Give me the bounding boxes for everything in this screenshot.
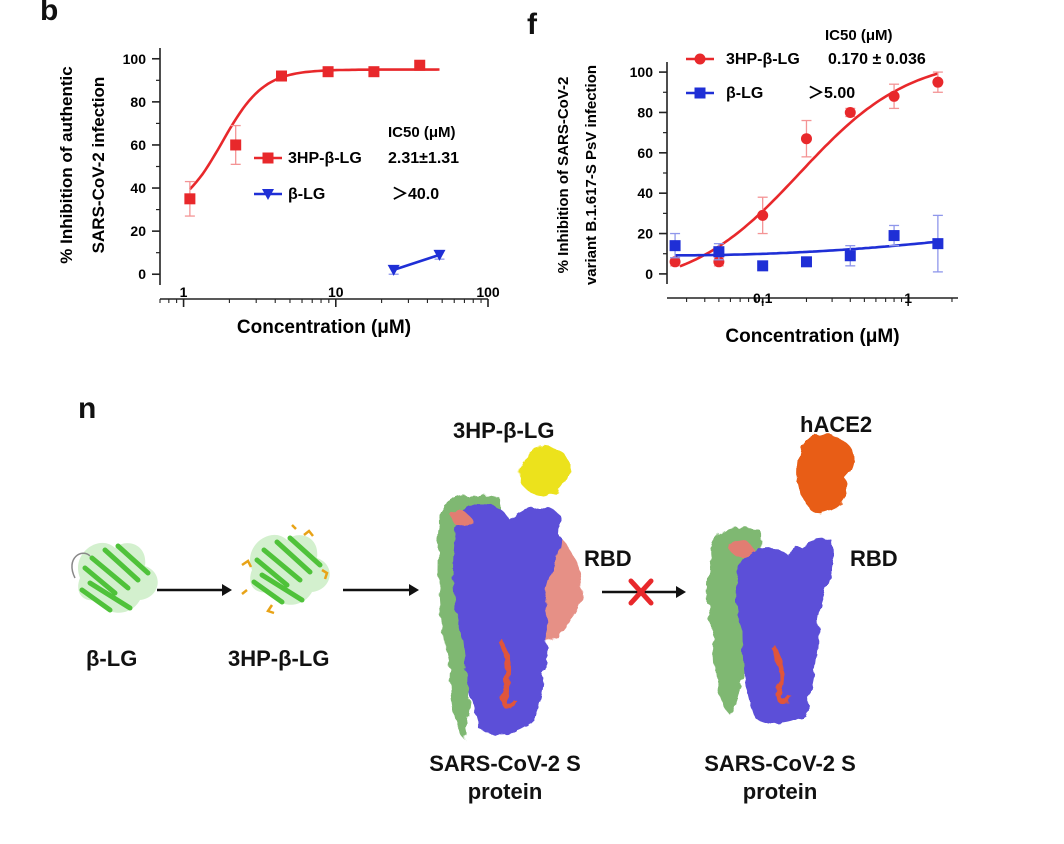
label-spike-1-line1: SARS-CoV-2 S [429,751,581,776]
y-tick-label: 100 [123,51,147,67]
arrow-2 [343,584,419,596]
data-point [888,90,900,102]
data-point [757,260,769,272]
blg-protein-loop [71,552,91,579]
arrow-1 [157,584,232,596]
data-point [713,246,725,258]
data-point [669,240,681,252]
panel-label-f: f [527,8,537,41]
label-hace2: hACE2 [800,412,873,437]
y-tick-label: 80 [130,94,146,110]
y-tick-label: 0 [138,266,146,282]
y-tick-label: 0 [645,266,653,282]
x-tick-label: 100 [476,284,500,300]
data-point [322,66,334,78]
data-point [800,133,812,145]
legend-ic50: ＞5.00 [808,85,855,102]
x-tick-label: 10 [328,284,344,300]
legend-header: IC50 (μM) [388,124,456,141]
data-point [368,66,380,78]
label-spike-1: SARS-CoV-2 S protein [405,750,605,806]
legend-marker [262,189,274,200]
y-tick-label: 40 [130,180,146,196]
series-0 [184,59,440,217]
data-point [713,256,725,268]
data-point [888,230,900,242]
y-tick-label: 100 [630,64,654,80]
legend-label: 3HP-β-LG [288,150,362,167]
data-point [844,106,856,118]
x-tick-label: 0.1 [753,290,773,306]
x-axis-label: Concentration (μM) [725,326,899,347]
data-point [757,209,769,221]
data-point [276,70,288,82]
y-axis-label-line: SARS-CoV-2 infection [89,77,108,254]
data-point [414,59,426,71]
y-axis-label-line: % Inhibition of SARS-CoV-2 [555,77,572,274]
x-tick-label: 1 [180,284,188,300]
data-point [844,250,856,262]
data-point [230,139,242,151]
block-x-icon [628,578,654,606]
data-point [932,76,944,88]
legend-header: IC50 (μM) [825,27,893,44]
y-tick-label: 20 [637,226,653,242]
legend-label: β-LG [726,85,763,102]
label-3hp-blg-top: 3HP-β-LG [453,418,555,443]
y-tick-label: 80 [637,104,653,120]
label-spike-2-line1: SARS-CoV-2 S [704,751,856,776]
x-tick-label: 1 [904,290,912,306]
connect-line [393,253,440,272]
y-tick-label: 60 [637,145,653,161]
legend-ic50: 0.170 ± 0.036 [828,51,926,68]
hp-blg-protein-strands [251,535,323,605]
y-tick-label: 40 [637,185,653,201]
chart-b: 0 20 40 60 80 100 1 10 100 Concentration (μM) % In… [57,48,500,338]
spike-protein-1 [438,446,583,740]
label-3hp-blg: 3HP-β-LG [228,646,330,671]
blg-protein-illustration [71,542,158,613]
y-axis-label-line: variant B.1.617-S PsV infection [583,65,600,285]
legend-marker [262,152,274,164]
panel-label-b: b [40,0,59,27]
data-point [800,256,812,268]
legend-ic50: 2.31±1.31 [388,150,459,167]
series-0 [669,71,944,268]
panel-label-n: n [78,392,97,425]
label-blg: β-LG [86,646,138,671]
label-spike-2: SARS-CoV-2 S protein [680,750,880,806]
blg-protein-strands [79,543,151,613]
data-point [184,193,196,205]
legend-ic50: ＞40.0 [392,186,439,203]
label-rbd-2: RBD [850,546,898,571]
diagram-panel-n [71,434,855,740]
spike-protein-2 [707,434,855,724]
legend-marker [694,87,706,99]
series-1 [669,214,944,273]
chart-f: 0 20 40 60 80 100 0.1 1 Concentration (μM) % Inhi… [555,27,958,347]
legend-label: 3HP-β-LG [726,51,800,68]
legend-label: β-LG [288,186,325,203]
data-point [932,238,944,250]
label-rbd-1: RBD [584,546,632,571]
y-tick-label: 60 [130,137,146,153]
y-axis-label-line: % Inhibition of authentic [57,66,76,263]
data-point [387,264,400,276]
data-point [669,256,681,268]
label-spike-1-line2: protein [467,779,543,804]
series-1 [387,249,446,276]
legend-marker [694,53,706,65]
hp-modifications [241,524,329,615]
data-point [433,249,446,261]
label-spike-2-line2: protein [742,779,818,804]
y-tick-label: 20 [130,223,146,239]
x-axis-label: Concentration (μM) [237,317,411,338]
hp-blg-protein-illustration [241,524,330,615]
